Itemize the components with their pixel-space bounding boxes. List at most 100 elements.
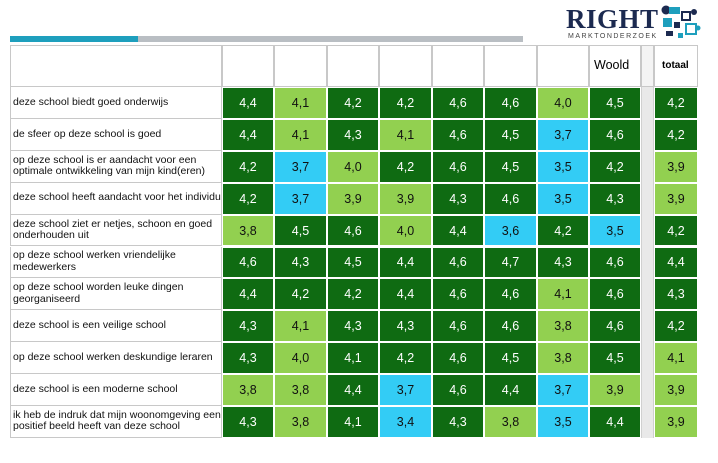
- brand-mark-icon: [661, 5, 701, 38]
- row-label: deze school is een moderne school: [10, 374, 222, 406]
- score-cell: 4,6: [432, 310, 484, 343]
- score-cell: 3,7: [274, 182, 327, 215]
- score-cell: 4,3: [222, 310, 274, 343]
- score-cell: 4,2: [379, 87, 432, 119]
- column-header-cell: [589, 45, 641, 87]
- score-cell: 4,6: [432, 342, 484, 375]
- score-cell: 4,3: [589, 182, 641, 215]
- score-cell: 4,2: [327, 87, 379, 119]
- score-cell: 4,4: [484, 374, 537, 406]
- score-cell: 4,5: [589, 87, 641, 119]
- score-cell: 3,9: [654, 406, 698, 438]
- row-label: deze school is een veilige school: [10, 310, 222, 343]
- score-cell: 4,3: [432, 182, 484, 215]
- score-cell: 3,4: [379, 406, 432, 438]
- row-label: deze school biedt goed onderwijs: [10, 87, 222, 119]
- row-label: deze school ziet er netjes, schoon en go…: [10, 214, 222, 247]
- score-cell: 4,2: [327, 278, 379, 311]
- column-header-cell: [537, 45, 589, 87]
- score-cell: 4,6: [589, 310, 641, 343]
- score-cell: 4,1: [654, 342, 698, 375]
- score-cell: 4,2: [222, 182, 274, 215]
- score-cell: 4,6: [589, 278, 641, 311]
- score-cell: 4,6: [327, 214, 379, 247]
- score-cell: 4,4: [222, 118, 274, 151]
- score-cell: 3,9: [654, 150, 698, 183]
- column-header-cell: [327, 45, 379, 87]
- score-cell: 4,0: [327, 150, 379, 183]
- score-cell: 4,1: [274, 310, 327, 343]
- header-label-cell: [10, 45, 222, 87]
- row-label: op deze school is er aandacht voor een o…: [10, 150, 222, 183]
- score-cell: 4,5: [327, 246, 379, 279]
- score-cell: 4,6: [432, 278, 484, 311]
- score-cell: 4,4: [327, 374, 379, 406]
- score-cell: 4,6: [432, 246, 484, 279]
- score-cell: 4,3: [327, 310, 379, 343]
- score-cell: 4,6: [484, 278, 537, 311]
- brand-subtitle: MARKTONDERZOEK: [568, 33, 658, 40]
- score-cell: 4,2: [654, 87, 698, 119]
- row-label: ik heb de indruk dat mijn woonomgeving e…: [10, 406, 222, 438]
- score-cell: 4,3: [432, 406, 484, 438]
- score-cell: 4,2: [589, 150, 641, 183]
- column-header-cell: [654, 45, 698, 87]
- score-cell: 4,3: [537, 246, 589, 279]
- score-cell: 4,2: [654, 118, 698, 151]
- score-cell: 3,8: [537, 342, 589, 375]
- score-cell: 4,1: [327, 406, 379, 438]
- score-cell: 4,0: [537, 87, 589, 119]
- column-header-cell: [484, 45, 537, 87]
- row-label: deze school heeft aandacht voor het indi…: [10, 182, 222, 215]
- score-cell: 3,5: [537, 150, 589, 183]
- header-spacer-cell: [641, 45, 654, 87]
- score-cell: 4,5: [589, 342, 641, 375]
- score-cell: 4,4: [379, 246, 432, 279]
- score-cell: 3,9: [654, 182, 698, 215]
- score-cell: 4,5: [274, 214, 327, 247]
- score-cell: 3,5: [537, 182, 589, 215]
- score-cell: 4,3: [327, 118, 379, 151]
- score-cell: 3,7: [537, 374, 589, 406]
- header-accent-bar: [10, 36, 138, 42]
- row-label: op deze school worden leuke dingen georg…: [10, 278, 222, 311]
- score-cell: 4,6: [222, 246, 274, 279]
- row-label: op deze school werken deskundige leraren: [10, 342, 222, 375]
- score-cell: 4,4: [654, 246, 698, 279]
- score-cell: 3,7: [274, 150, 327, 183]
- score-cell: 4,2: [654, 310, 698, 343]
- score-cell: 4,6: [432, 118, 484, 151]
- header-rule-bar: [138, 36, 523, 42]
- score-cell: 3,6: [484, 214, 537, 247]
- score-cell: 3,8: [274, 406, 327, 438]
- score-cell: 4,0: [274, 342, 327, 375]
- score-cell: 3,7: [537, 118, 589, 151]
- score-cell: 4,0: [379, 214, 432, 247]
- score-cell: 4,6: [432, 150, 484, 183]
- brand-name: RIGHT: [566, 4, 659, 34]
- score-cell: 4,1: [537, 278, 589, 311]
- score-cell: 4,1: [327, 342, 379, 375]
- score-cell: 4,2: [379, 342, 432, 375]
- score-cell: 4,3: [274, 246, 327, 279]
- score-cell: 4,1: [274, 87, 327, 119]
- column-header-woold: Woold: [594, 58, 630, 72]
- score-cell: 3,9: [589, 374, 641, 406]
- score-cell: 4,6: [484, 310, 537, 343]
- score-cell: 4,3: [379, 310, 432, 343]
- score-cell: 4,5: [484, 150, 537, 183]
- score-cell: 4,3: [654, 278, 698, 311]
- score-cell: 4,6: [589, 118, 641, 151]
- score-table: Woold totaal deze school biedt goed onderw…: [10, 45, 698, 438]
- score-cell: 3,8: [537, 310, 589, 343]
- column-header-cell: [432, 45, 484, 87]
- score-cell: 4,2: [222, 150, 274, 183]
- column-header-cell: [379, 45, 432, 87]
- score-cell: 4,3: [222, 342, 274, 375]
- score-cell: 3,8: [222, 374, 274, 406]
- score-cell: 3,9: [379, 182, 432, 215]
- score-cell: 4,6: [484, 87, 537, 119]
- score-cell: 4,6: [589, 246, 641, 279]
- score-cell: 4,4: [589, 406, 641, 438]
- score-cell: 4,2: [537, 214, 589, 247]
